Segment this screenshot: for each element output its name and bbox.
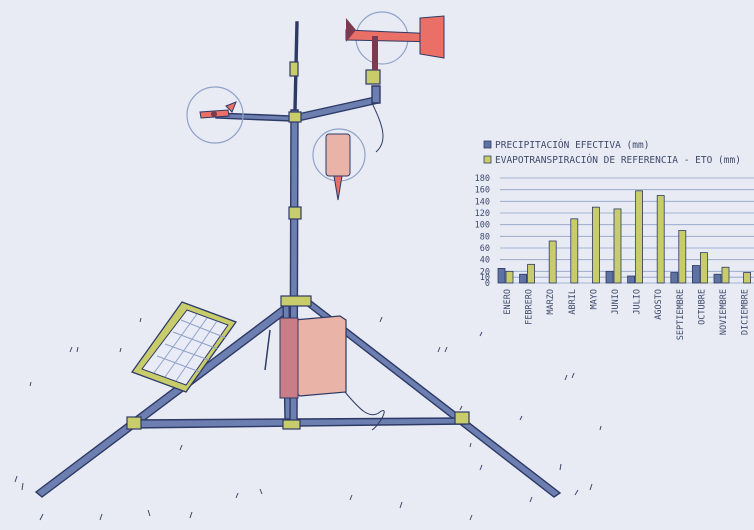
bar-eto — [743, 272, 751, 284]
bar-eto — [678, 230, 687, 284]
bar-eto — [700, 252, 708, 284]
data-logger-box-icon — [264, 315, 385, 431]
y-tick-label: 180 — [475, 174, 490, 184]
y-tick-label: 20 — [480, 267, 490, 277]
x-tick-label: OCTUBRE — [697, 289, 707, 325]
bar-eto — [548, 240, 557, 284]
bar-precipitation — [713, 273, 722, 284]
chart: PRECIPITACIÓN EFECTIVA (mm) EVAPOTRANSPI… — [475, 139, 754, 340]
x-tick-label: FEBRERO — [525, 289, 535, 325]
chart-grid — [500, 177, 754, 284]
clamp — [126, 416, 142, 430]
y-tick-label: 100 — [475, 221, 490, 231]
anemometer-icon — [186, 86, 244, 144]
clamp — [365, 69, 381, 85]
x-tick-label: AGOSTO — [654, 289, 664, 320]
y-tick-label: 80 — [480, 232, 490, 242]
bar-eto — [613, 208, 622, 284]
y-tick-label: 40 — [480, 256, 490, 266]
legend-swatch-eto — [483, 155, 492, 164]
chart-legend: PRECIPITACIÓN EFECTIVA (mm) EVAPOTRANSPI… — [483, 139, 741, 166]
x-tick-label: JUNIO — [611, 289, 621, 315]
bar-precipitation — [670, 272, 679, 284]
bar-precipitation — [605, 270, 614, 284]
y-tick-label: 140 — [475, 197, 490, 207]
x-tick-label: MAYO — [589, 289, 599, 309]
legend-label-precipitation: PRECIPITACIÓN EFECTIVA (mm) — [495, 139, 649, 151]
y-tick-label: 120 — [475, 209, 490, 219]
x-tick-label: NOVIEMBRE — [719, 289, 729, 335]
clamp — [454, 411, 470, 425]
y-tick-label: 10 — [480, 273, 490, 283]
y-tick-label: 160 — [475, 186, 490, 196]
bar-eto — [635, 190, 643, 284]
x-tick-label: DICIEMBRE — [741, 289, 751, 335]
y-tick-label: 0 — [485, 279, 490, 289]
solar-panel-icon — [130, 301, 238, 393]
x-tick-label: JULIO — [633, 289, 643, 315]
x-tick-label: MARZO — [546, 289, 556, 315]
clamp — [280, 295, 312, 307]
clamp — [288, 111, 302, 123]
legend-label-eto: EVAPOTRANSPIRACIÓN DE REFERENCIA - ETO (… — [495, 154, 741, 166]
chart-x-axis: ENERO FEBRERO MARZO ABRIL MAYO JUNIO JULIO AGOS… — [503, 289, 751, 340]
bar-precipitation — [497, 268, 506, 284]
bar-eto — [570, 218, 579, 284]
ground-grass-marks — [14, 316, 602, 521]
clamps — [126, 61, 470, 430]
legend-swatch-precipitation — [483, 140, 492, 149]
bar-eto — [505, 270, 514, 284]
x-tick-label: ABRIL — [568, 289, 578, 315]
clamp — [282, 419, 301, 430]
bar-eto — [592, 206, 600, 284]
wind-vane-icon — [345, 11, 445, 70]
bar-precipitation — [519, 273, 527, 284]
bar-eto — [527, 263, 535, 284]
rain-gauge-icon — [312, 102, 384, 201]
bar-precipitation — [627, 275, 635, 284]
bar-precipitation — [692, 265, 700, 284]
bar-eto — [721, 266, 730, 284]
bar-eto — [656, 195, 665, 284]
clamp — [288, 206, 302, 220]
x-tick-label: ENERO — [503, 289, 513, 315]
x-tick-label: SEPTIEMBRE — [676, 289, 686, 340]
y-tick-label: 60 — [480, 244, 490, 254]
chart-bars — [497, 190, 751, 284]
clamp — [289, 61, 299, 77]
